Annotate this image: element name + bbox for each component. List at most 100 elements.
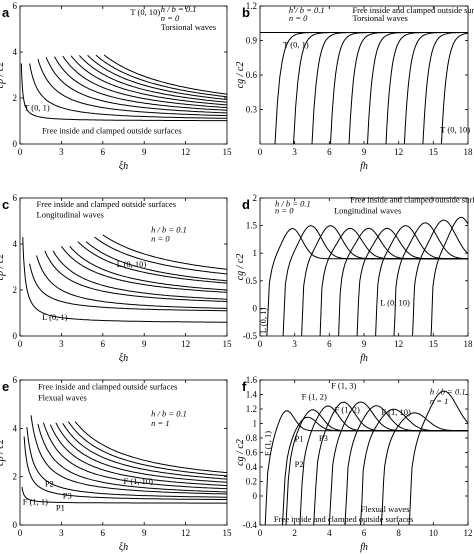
plot-frame — [259, 197, 469, 337]
curves — [260, 32, 468, 144]
mode-curve — [21, 487, 227, 504]
annotation: P3 — [63, 490, 72, 500]
y-tick-label: 4 — [13, 239, 18, 249]
annotation: Torsional waves — [352, 13, 407, 23]
y-tick-label: -0.5 — [243, 331, 258, 341]
x-tick-label: 9 — [362, 339, 367, 349]
mode-curve — [77, 241, 227, 284]
plot-frame — [19, 197, 228, 337]
mode-curve — [430, 216, 468, 336]
annotation: n = 0 — [151, 234, 170, 244]
x-tick-label: 3 — [59, 528, 64, 538]
annotation: P1 — [56, 503, 65, 513]
y-tick-label: 0 — [253, 303, 258, 313]
y-tick-label: 4 — [13, 47, 18, 57]
y-tick-label: 1.4 — [246, 390, 258, 400]
x-tick-label: 6 — [101, 528, 106, 538]
y-tick-label: 1.2 — [246, 1, 257, 11]
panel-a: a 0 3 6 9 12 15 0 2 4 6 ξh cp / c2 h / b = 0.1n = 0To… — [0, 1, 232, 172]
annotation: n = 0 — [289, 13, 308, 23]
x-tick-label: 0 — [18, 339, 23, 349]
y-tick-label: 0.6 — [246, 70, 258, 80]
x-tick-label: 15 — [223, 339, 233, 349]
y-tick-label: 6 — [13, 375, 18, 385]
panel-e: e 0 3 6 9 12 15 0 2 4 6 ξh cp / c2 Free inside and cl… — [0, 375, 232, 553]
x-tick-label: 8 — [396, 528, 401, 538]
annotation: h / b = 0.1 — [430, 387, 466, 397]
annotation: Longitudinal waves — [334, 205, 401, 215]
annotation: Free inside and clamped outside surfaces — [37, 199, 177, 209]
annotation: P1 — [295, 434, 304, 444]
x-tick-label: 6 — [327, 147, 332, 157]
x-tick-label: 15 — [429, 339, 439, 349]
mode-curve — [319, 227, 468, 336]
y-axis-label: cp / c2 — [0, 62, 6, 89]
annotation: Free inside and clamped outside surfaces — [274, 514, 414, 524]
plot-frame — [259, 379, 469, 526]
mode-curve — [380, 412, 468, 525]
annotation: Free inside and clamped outside surfaces — [350, 194, 474, 204]
annotation: h / b = 0.1 — [151, 408, 187, 418]
x-tick-label: 9 — [142, 528, 147, 538]
mode-curve — [102, 234, 227, 270]
annotation: P2 — [295, 459, 304, 469]
x-tick-label: 0 — [258, 147, 263, 157]
x-tick-label: 12 — [181, 147, 190, 157]
x-tick-label: 15 — [223, 147, 233, 157]
x-axis-label: ξh — [119, 353, 128, 364]
mode-curve — [62, 55, 227, 109]
x-tick-label: 15 — [429, 147, 439, 157]
x-axis-label: ξh — [119, 161, 128, 172]
mode-curve — [29, 263, 227, 312]
annotation: Free inside and clamped outside surfaces — [38, 382, 178, 392]
mode-curve — [52, 250, 227, 300]
mode-curve — [60, 246, 227, 293]
annotation: Longitudinal waves — [37, 210, 104, 220]
y-tick-label: 1.5 — [246, 221, 258, 231]
mode-curve — [22, 237, 227, 323]
mode-curve — [356, 227, 468, 336]
y-tick-label: 1.2 — [246, 404, 257, 414]
x-tick-label: 6 — [101, 339, 106, 349]
panel-c: c 0 3 6 9 12 15 0 2 4 6 ξh cp / c2 Free inside and cl… — [0, 193, 232, 364]
mode-curve — [85, 241, 227, 282]
x-tick-label: 12 — [394, 339, 403, 349]
panel-f: f0 2 4 6 8 10 12-0.400.20.40.60.811.21.41.6fhc… — [235, 375, 473, 553]
annotation: P2 — [45, 478, 54, 488]
curves — [22, 234, 227, 323]
x-tick-label: 3 — [59, 147, 64, 157]
panel-letter: f — [242, 379, 247, 394]
mode-curve — [62, 423, 227, 480]
panel-b: b 0 3 6 9 12 15 18 0.3 0.6 0.9 1.2 fh cg / c2 h / b = … — [235, 1, 474, 172]
mode-curve — [49, 424, 227, 486]
mode-curve — [69, 245, 227, 291]
x-tick-label: 12 — [181, 528, 190, 538]
curves — [266, 216, 468, 336]
mode-curve — [87, 54, 227, 100]
annotation: L (0, 1) — [42, 312, 68, 322]
y-tick-label: 4 — [13, 423, 18, 433]
y-axis-label: cp / c2 — [0, 254, 6, 281]
mode-curve — [29, 63, 227, 119]
annotation: n = 0 — [275, 205, 294, 215]
mode-curve — [408, 390, 468, 525]
y-tick-label: 0.2 — [246, 477, 257, 487]
x-axis-label: fh — [360, 542, 368, 553]
plot-frame — [19, 5, 228, 145]
mode-curve — [103, 54, 227, 95]
annotation: L (0, 10) — [117, 259, 147, 269]
panel-letter: b — [242, 5, 250, 20]
mode-curve — [37, 58, 227, 117]
x-tick-label: 10 — [429, 528, 439, 538]
annotation: T (0, 1) — [283, 39, 309, 49]
x-tick-label: 18 — [464, 147, 474, 157]
x-tick-label: 15 — [223, 528, 233, 538]
mode-curve — [375, 225, 468, 336]
y-axis-label: cg / c2 — [235, 62, 246, 89]
panel-letter: e — [2, 379, 9, 394]
annotation: F (1, 10) — [124, 476, 154, 486]
mode-curve — [67, 421, 227, 477]
y-tick-label: 0 — [13, 139, 18, 149]
